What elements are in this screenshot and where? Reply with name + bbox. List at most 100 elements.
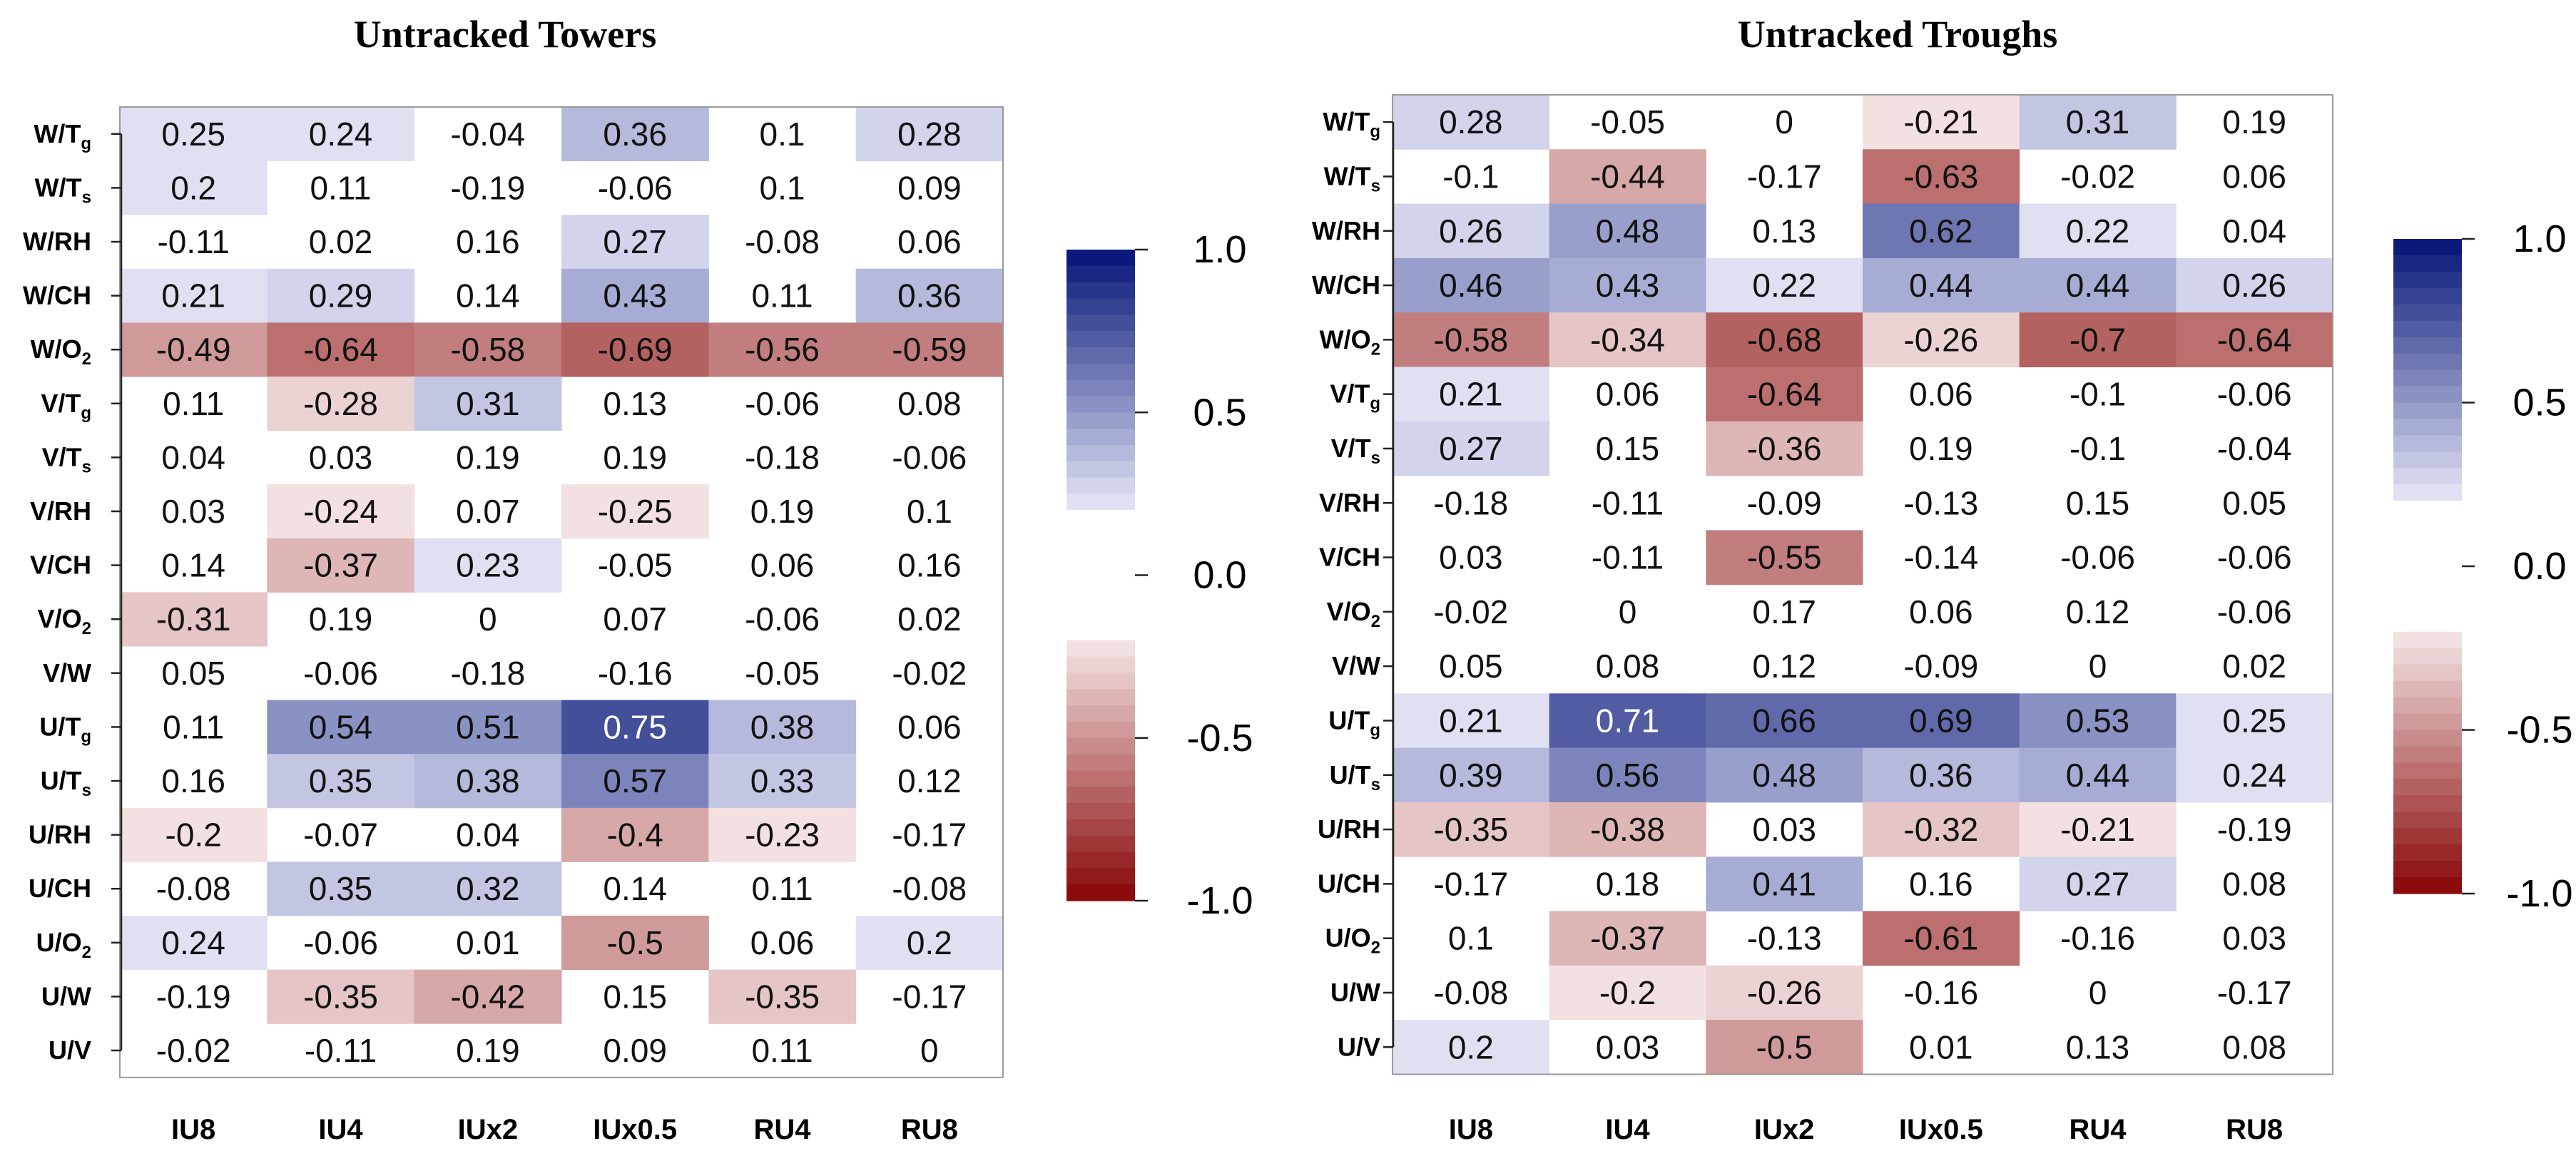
cell-value-label: -0.18 [745, 439, 820, 476]
cell-value-label: -0.37 [303, 547, 378, 584]
x-tick-label: RU4 [2069, 1114, 2127, 1145]
y-tick-label: W/Ts [1324, 161, 1380, 195]
y-tick-label: U/CH [1318, 869, 1380, 898]
cell-value-label: -0.23 [745, 817, 820, 854]
heatmap-cell [1549, 257, 1706, 313]
cell-value-label: 0.25 [2222, 702, 2286, 739]
cell-value-label: -0.06 [2217, 376, 2292, 413]
cell-value-label: 0.19 [2222, 103, 2286, 140]
cell-value-label: 0.29 [309, 277, 373, 315]
heatmap-cell [267, 107, 415, 162]
heatmap-panel-troughs: 0.28 -0.05 0 -0.21 0.31 0.19 -0.1 -0.44 -0.17 -0.… [1312, 94, 2333, 1145]
cell-value-label: -0.36 [1747, 430, 1822, 467]
x-tick-label: IUx0.5 [593, 1114, 677, 1145]
cell-value-label: -0.06 [303, 924, 378, 961]
heatmap-cell [414, 377, 562, 431]
cell-value-label: -0.06 [303, 655, 378, 692]
y-tick-label: W/O2 [31, 334, 91, 369]
heatmap-cell [2019, 802, 2177, 857]
colorbar-swatch [1066, 705, 1135, 722]
cell-value-label: -0.1 [2070, 376, 2126, 413]
panel-title-troughs: Untracked Troughs [1738, 13, 2058, 56]
heatmap-cell [1863, 747, 2020, 803]
heatmap-cell [267, 322, 415, 377]
cell-value-label: -0.09 [1903, 648, 1978, 685]
cell-value-label: 0.21 [1439, 702, 1503, 739]
cell-value-label: 0.26 [1439, 213, 1503, 250]
heatmap-cell [1863, 312, 2020, 367]
y-tick-label: U/V [1338, 1032, 1380, 1061]
colorbar-swatch [2393, 501, 2462, 518]
heatmap-cell [1863, 149, 2020, 205]
colorbar-swatch [1066, 673, 1135, 690]
cell-value-label: 0 [2089, 974, 2107, 1011]
cell-value-label: 0.11 [751, 1032, 813, 1069]
cell-value-label: 0.06 [750, 924, 815, 961]
cell-value-label: -0.11 [157, 223, 229, 260]
cell-value-label: -0.06 [2217, 539, 2292, 576]
cell-value-label: 0.24 [161, 924, 225, 961]
cell-value-label: 0.06 [897, 708, 962, 745]
colorbar-swatch [1066, 477, 1135, 494]
cell-value-label: -0.02 [892, 655, 967, 692]
cell-value-label: -0.13 [1903, 484, 1978, 521]
heatmap-cell [1863, 257, 2020, 313]
y-tick-label: W/Tg [1323, 107, 1380, 141]
cell-value-label: 0.08 [1596, 648, 1660, 685]
y-tick-label: V/Ts [42, 442, 91, 476]
cell-value-label: 0.1 [1448, 920, 1494, 957]
x-tick-label: IU8 [171, 1114, 215, 1145]
colorbar-swatch [2393, 239, 2462, 256]
cell-value-label: 0.07 [603, 600, 667, 638]
colorbar-swatch [2393, 550, 2462, 567]
heatmap-cell [2019, 693, 2177, 749]
heatmap-cell [1863, 95, 2020, 150]
y-tick-label: U/Tg [39, 712, 91, 746]
cell-value-label: -0.63 [1903, 158, 1978, 195]
cell-value-label: 0.43 [1596, 267, 1660, 304]
colorbar-swatch [1066, 608, 1135, 625]
colorbar-swatch [1066, 510, 1135, 527]
colorbar-swatch [1066, 770, 1135, 787]
cell-value-label: -0.17 [892, 817, 967, 854]
heatmap-cell [1549, 911, 1706, 966]
colorbar-swatch [1066, 461, 1135, 479]
cell-value-label: -0.28 [303, 385, 378, 422]
cell-value-label: 0.03 [1596, 1028, 1660, 1065]
heatmap-cell [2019, 312, 2177, 367]
cell-value-label: -0.05 [1590, 103, 1665, 140]
cell-value-label: -0.44 [1590, 158, 1665, 195]
cell-value-label: 0.03 [2222, 920, 2286, 957]
cell-value-label: 0.19 [456, 439, 520, 476]
colorbar-swatch [2393, 746, 2462, 763]
cell-value-label: -0.06 [745, 385, 820, 422]
y-tick-label: V/Tg [41, 389, 91, 423]
colorbar-swatch [1066, 868, 1135, 885]
cell-value-label: -0.1 [2070, 430, 2126, 467]
cell-value-label: 0.44 [2066, 267, 2130, 304]
cell-value-label: -0.21 [2060, 811, 2135, 848]
colorbar-swatch [2393, 419, 2462, 436]
cell-value-label: -0.17 [1747, 158, 1822, 195]
cell-value-label: -0.17 [2217, 974, 2292, 1011]
colorbar-swatch [1066, 721, 1135, 739]
heatmap-cell [120, 916, 268, 971]
colorbar-towers: 1.0 0.5 0.0 -0.5 -1.0 [1066, 228, 1253, 922]
cell-value-label: 0.11 [310, 169, 371, 206]
colorbar-swatch [1066, 835, 1135, 853]
colorbar-swatch [2393, 779, 2462, 796]
heatmap-cell [1549, 747, 1706, 803]
colorbar-swatch [1066, 265, 1135, 283]
colorbar-swatch [1066, 494, 1135, 511]
cell-value-label: -0.58 [450, 331, 525, 368]
cell-value-label: 0.03 [309, 439, 373, 476]
heatmap-cell [1706, 367, 1863, 422]
y-tick-label: U/Tg [1328, 705, 1380, 740]
cell-value-label: 0.57 [603, 762, 667, 799]
heatmap-cell [1863, 911, 2020, 966]
heatmap-cell [1863, 693, 2020, 749]
cell-value-label: 0.19 [750, 493, 815, 530]
cell-value-label: -0.06 [2060, 539, 2135, 576]
cell-value-label: 0.14 [161, 547, 225, 584]
colorbar-swatch [2393, 664, 2462, 682]
